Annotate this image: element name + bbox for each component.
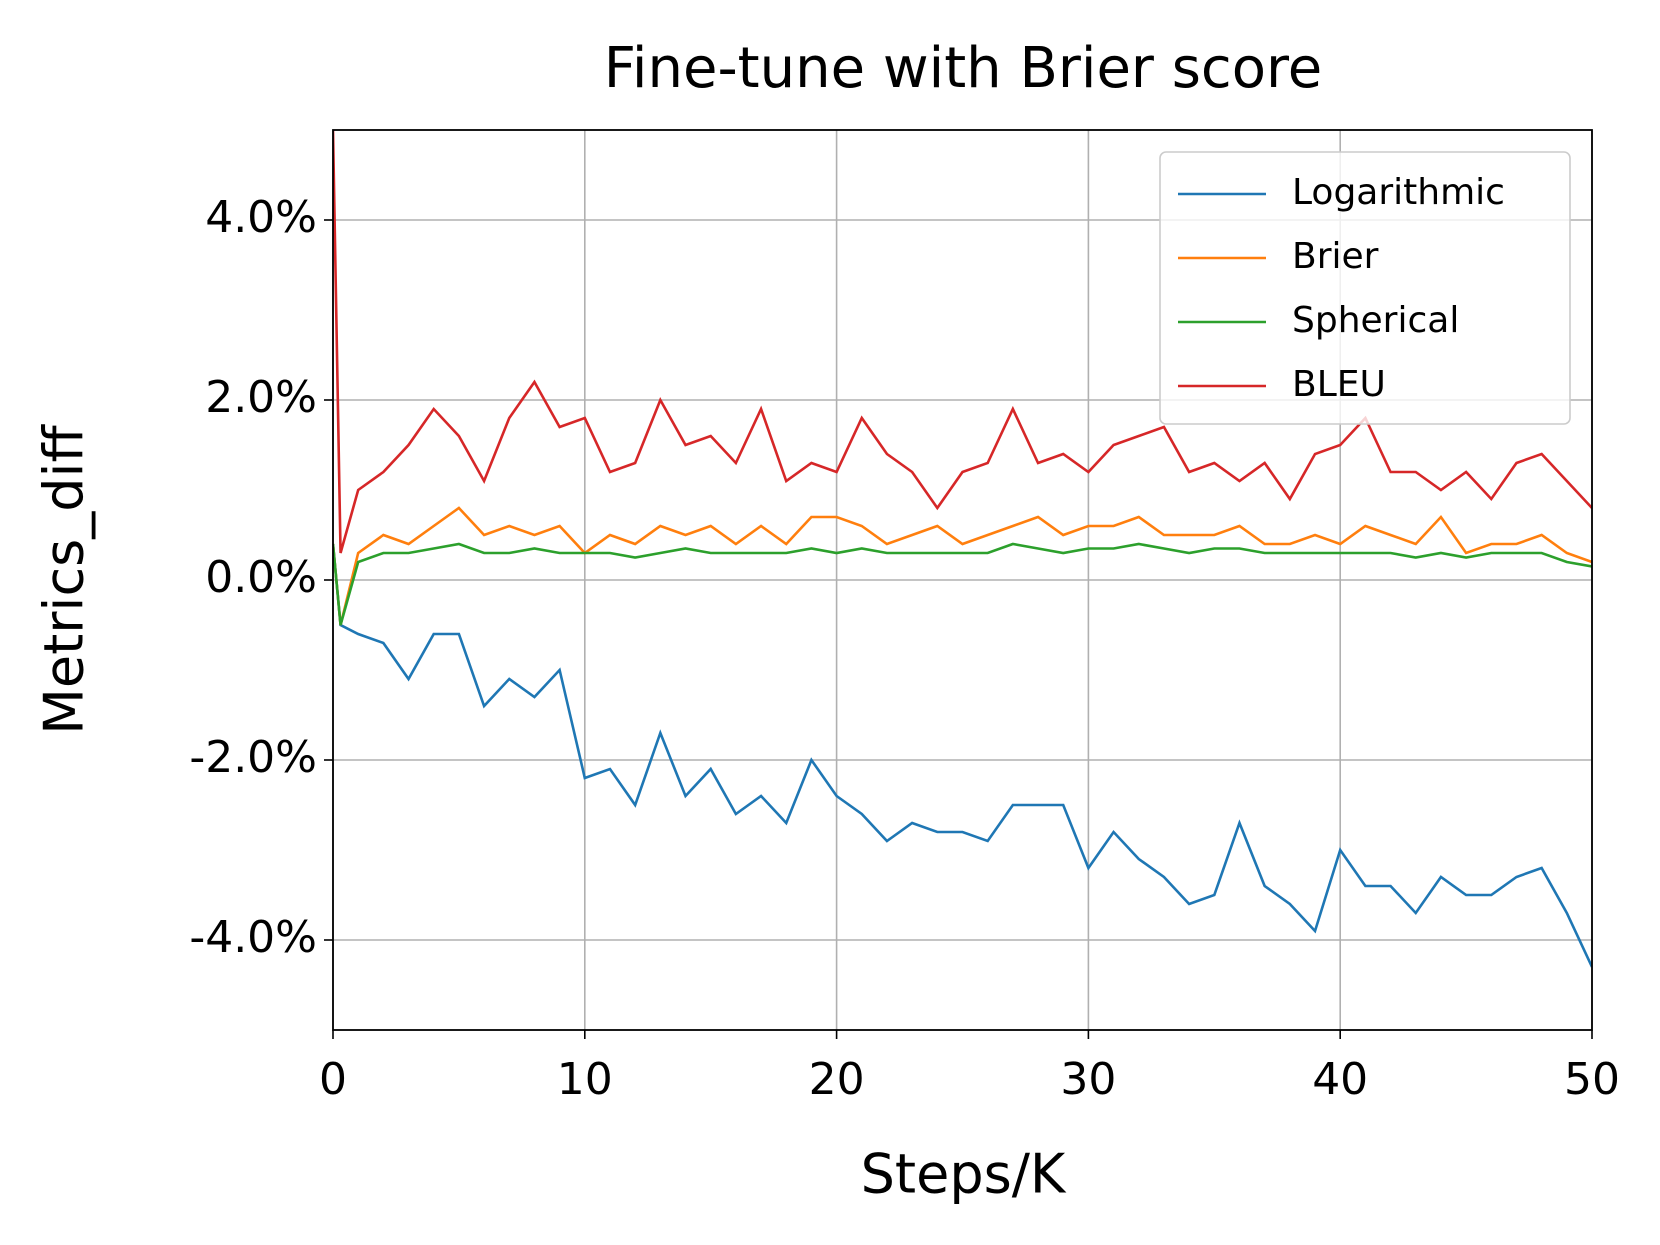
plot-frame: [332, 129, 1593, 1031]
x-tick-label: 10: [557, 1054, 613, 1105]
chart-title: Fine-tune with Brier score: [604, 36, 1322, 101]
legend-label: Spherical: [1292, 300, 1459, 341]
line-series: [333, 543, 1592, 968]
legend-label: BLEU: [1292, 364, 1386, 405]
x-tick-label: 30: [1060, 1054, 1116, 1105]
legend-label: Brier: [1292, 236, 1379, 277]
y-axis-label: Metrics_diff: [33, 423, 96, 734]
x-tick-label: 50: [1564, 1054, 1620, 1105]
x-tick-label: 20: [809, 1054, 865, 1105]
line-series: [333, 506, 1592, 626]
y-tick-label: 4.0%: [205, 192, 317, 243]
legend-box: [1159, 151, 1571, 425]
y-tick-label: 0.0%: [205, 552, 317, 603]
line-series: [333, 542, 1592, 626]
legend-label: Logarithmic: [1292, 172, 1505, 213]
y-tick-label: -4.0%: [189, 912, 317, 963]
plot-lines: [333, 130, 1592, 968]
x-tick-label: 40: [1312, 1054, 1368, 1105]
y-tick-label: -2.0%: [189, 732, 317, 783]
x-axis-label: Steps/K: [861, 1143, 1067, 1206]
x-tick-label: 0: [319, 1054, 347, 1105]
y-tick-label: 2.0%: [205, 372, 317, 423]
line-series: [333, 130, 1592, 554]
